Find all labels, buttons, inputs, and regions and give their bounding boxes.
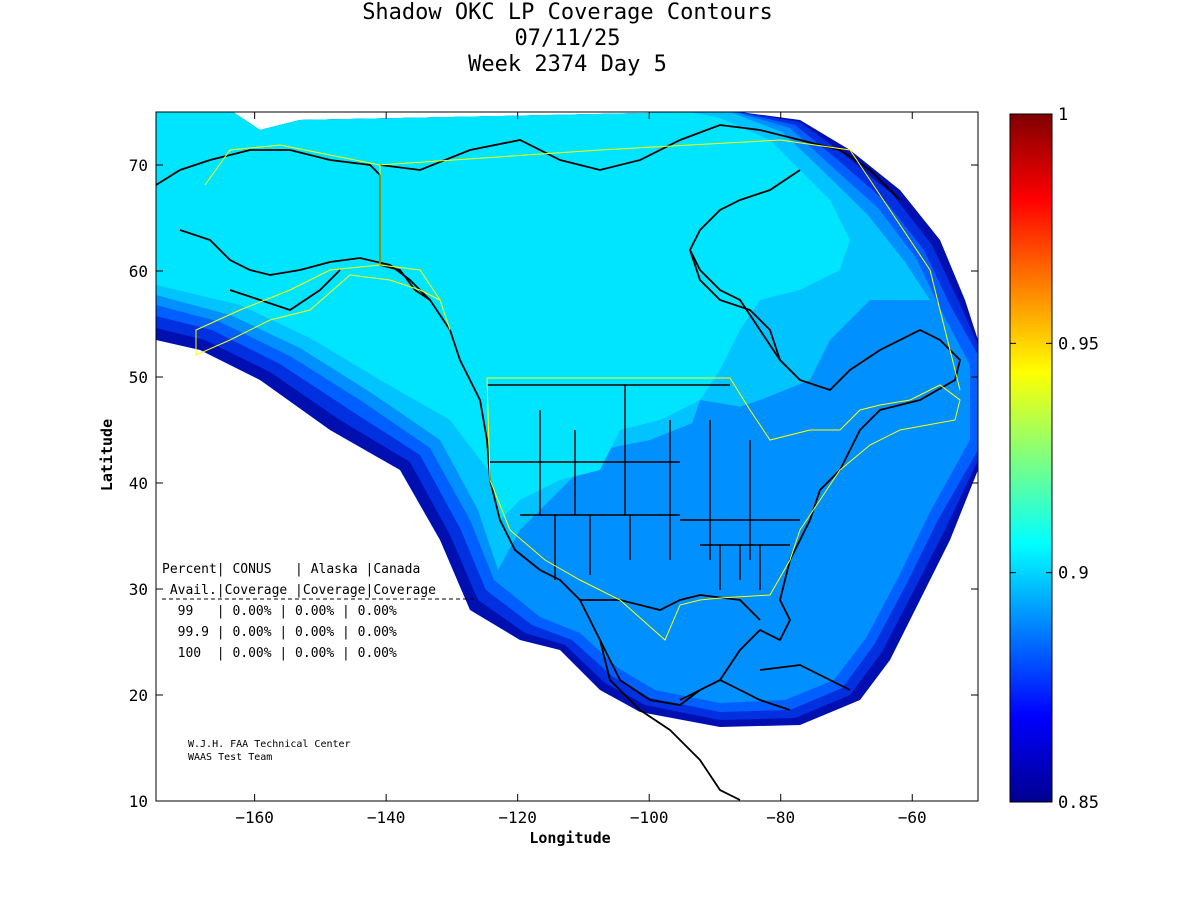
table-header-1: Percent| CONUS | Alaska |Canada (162, 562, 420, 577)
table-header-2: Avail.|Coverage |Coverage|Coverage (162, 583, 436, 598)
credit-line-1: W.J.H. FAA Technical Center (188, 739, 351, 750)
colorbar (1009, 113, 1053, 803)
contour-cyan (156, 112, 850, 520)
x-axis-ticks: −160 −140 −120 −100 −80 −60 (235, 112, 927, 827)
table-row: 100 | 0.00% | 0.00% | 0.00% (162, 646, 397, 661)
colorbar-tick-label: 0.95 (1058, 334, 1099, 354)
x-tick-label: −100 (630, 808, 669, 827)
colorbar-ticks: 1 0.95 0.9 0.85 (1010, 105, 1099, 813)
state-borders (487, 384, 800, 590)
coastline-alaska (156, 149, 791, 711)
coverage-table: Percent| CONUS | Alaska |Canada Avail.|C… (162, 562, 478, 661)
coastline-hudson (689, 249, 781, 361)
x-tick-label: −160 (235, 808, 274, 827)
y-tick-label: 30 (129, 580, 148, 599)
colorbar-tick-label: 1 (1058, 105, 1068, 125)
plot-frame (155, 111, 979, 802)
service-boundaries (195, 139, 961, 641)
alaska-north-boundary (204, 144, 381, 265)
y-tick-label: 20 (129, 686, 148, 705)
coastline-mexico (599, 639, 741, 801)
table-row: 99.9 | 0.00% | 0.00% | 0.00% (162, 625, 397, 640)
x-tick-label: −80 (766, 808, 795, 827)
colorbar-tick-label: 0.85 (1058, 793, 1099, 813)
x-tick-label: −60 (898, 808, 927, 827)
coastline-alaska-south (179, 229, 431, 301)
coastline-arctic (379, 124, 901, 201)
x-tick-label: −140 (367, 808, 406, 827)
y-axis-label: Latitude (98, 419, 116, 491)
y-tick-label: 50 (129, 368, 148, 387)
chart-title: Shadow OKC LP Coverage Contours (362, 0, 773, 25)
chart-week-day: Week 2374 Day 5 (468, 52, 667, 77)
chart-date: 07/11/25 (514, 26, 621, 51)
coastline-peninsula (229, 269, 341, 311)
y-tick-label: 70 (129, 156, 148, 175)
credit-line-2: WAAS Test Team (188, 752, 272, 763)
y-tick-label: 60 (129, 262, 148, 281)
contour-conus-mid-blue (550, 400, 850, 650)
x-axis-label: Longitude (529, 829, 610, 847)
coastline-cuba (759, 664, 851, 691)
canada-boundary (379, 139, 961, 391)
table-row: 99 | 0.00% | 0.00% | 0.00% (162, 604, 397, 619)
colorbar-tick-label: 0.9 (1058, 564, 1089, 584)
conus-boundary (486, 377, 961, 641)
y-axis-ticks: 10 20 30 40 50 60 70 (129, 156, 978, 811)
alaska-boundary (195, 264, 451, 356)
y-tick-label: 10 (129, 792, 148, 811)
coverage-contours (156, 112, 978, 727)
y-tick-label: 40 (129, 474, 148, 493)
x-tick-label: −120 (498, 808, 537, 827)
